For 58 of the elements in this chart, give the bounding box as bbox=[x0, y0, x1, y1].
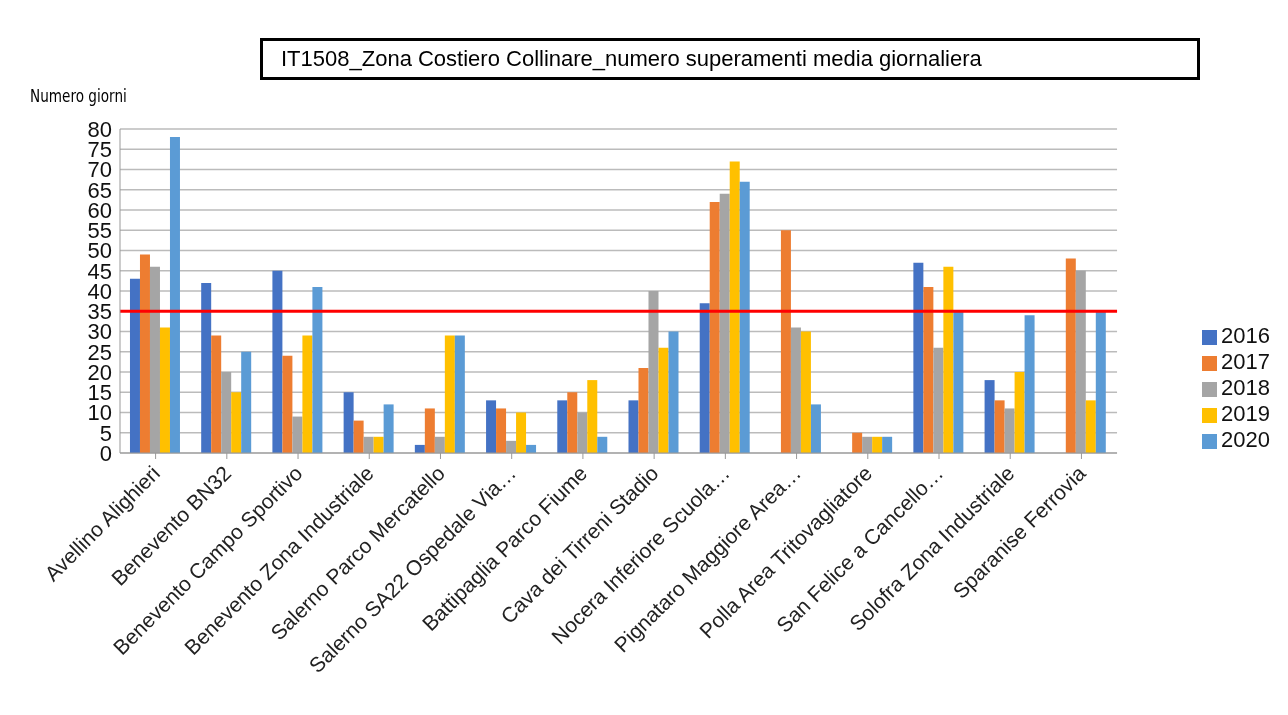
bar bbox=[169, 137, 180, 453]
bar bbox=[129, 278, 140, 453]
bar bbox=[139, 254, 150, 453]
legend-label: 2019 bbox=[1221, 401, 1270, 426]
bar bbox=[709, 201, 720, 453]
bar bbox=[658, 347, 669, 453]
bar bbox=[984, 380, 995, 453]
chart-title: IT1508_Zona Costiero Collinare_numero superamenti media giornaliera bbox=[260, 38, 1200, 80]
bar bbox=[343, 392, 354, 453]
legend-label: 2018 bbox=[1221, 375, 1270, 400]
bar bbox=[923, 286, 934, 453]
bar bbox=[913, 262, 924, 453]
bar bbox=[953, 311, 964, 453]
bar bbox=[810, 404, 821, 453]
bar bbox=[486, 400, 497, 453]
bar bbox=[872, 436, 883, 453]
legend-label: 2017 bbox=[1221, 349, 1270, 374]
bar bbox=[739, 181, 750, 453]
legend-label: 2016 bbox=[1221, 323, 1270, 348]
bar bbox=[1065, 258, 1076, 453]
bar bbox=[159, 327, 170, 453]
bar bbox=[638, 367, 649, 453]
bar bbox=[516, 412, 527, 453]
bar bbox=[943, 266, 954, 453]
bar bbox=[994, 400, 1005, 453]
bar bbox=[454, 335, 465, 453]
bar bbox=[1085, 400, 1096, 453]
y-axis-title: Numero giorni bbox=[30, 86, 127, 106]
bar bbox=[1014, 372, 1025, 453]
bar bbox=[302, 335, 313, 453]
bar bbox=[780, 230, 791, 453]
bar bbox=[373, 436, 384, 453]
bar bbox=[424, 408, 435, 453]
bar bbox=[1095, 311, 1106, 453]
bar bbox=[231, 392, 242, 453]
bar bbox=[1024, 315, 1035, 453]
bar bbox=[312, 286, 323, 453]
bar bbox=[272, 270, 283, 453]
bar bbox=[668, 331, 679, 453]
bar bbox=[496, 408, 507, 453]
bar bbox=[628, 400, 639, 453]
bar bbox=[201, 282, 212, 453]
bar bbox=[282, 355, 293, 453]
bar bbox=[587, 380, 598, 453]
legend-label: 2020 bbox=[1221, 427, 1270, 452]
bar bbox=[241, 351, 252, 453]
bar bbox=[211, 335, 222, 453]
bar bbox=[383, 404, 394, 453]
bar bbox=[882, 436, 893, 453]
bar bbox=[699, 303, 710, 453]
bar bbox=[852, 432, 863, 453]
bar bbox=[729, 161, 740, 453]
bar bbox=[353, 420, 364, 453]
bar bbox=[444, 335, 455, 453]
bar bbox=[557, 400, 568, 453]
bar bbox=[597, 436, 608, 453]
bar bbox=[567, 392, 578, 453]
bar bbox=[800, 331, 811, 453]
